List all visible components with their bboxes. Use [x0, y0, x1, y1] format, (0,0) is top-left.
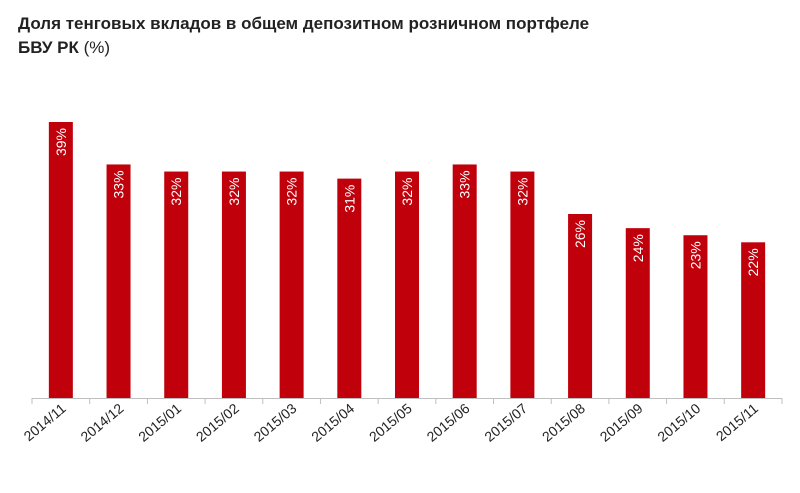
bar [337, 178, 362, 398]
bar [683, 235, 708, 398]
x-tick-label: 2015/01 [135, 400, 184, 445]
bar [221, 171, 246, 398]
x-tick-label: 2015/10 [654, 400, 703, 445]
x-tick-label: 2015/09 [597, 400, 646, 445]
bar-value-label: 33% [111, 170, 127, 198]
bar [568, 214, 593, 398]
bar [625, 228, 650, 398]
x-tick-label: 2014/11 [21, 400, 69, 444]
bar-value-label: 22% [745, 248, 761, 276]
x-tick-label: 2014/12 [77, 400, 126, 445]
bar [164, 171, 189, 398]
x-tick-label: 2015/07 [481, 400, 530, 445]
chart-title-line2: БВУ РК (%) [18, 36, 778, 60]
chart-title-line1: Доля тенговых вкладов в общем депозитном… [18, 14, 590, 33]
bar [106, 164, 131, 398]
bar-value-label: 31% [341, 185, 357, 213]
chart-title: Доля тенговых вкладов в общем депозитном… [18, 12, 778, 60]
bar-value-label: 23% [687, 241, 703, 269]
bar [510, 171, 535, 398]
bar-value-label: 33% [457, 170, 473, 198]
bar-value-label: 32% [399, 178, 415, 206]
chart-title-unit: (%) [83, 38, 111, 57]
bar [395, 171, 419, 398]
x-tick-label: 2015/03 [250, 400, 299, 445]
bar-value-label: 26% [572, 220, 588, 248]
x-tick-label: 2015/06 [424, 400, 473, 445]
x-tick-label: 2015/02 [193, 400, 242, 445]
bar [452, 164, 477, 398]
bar-value-label: 32% [168, 178, 184, 206]
bar-value-label: 24% [630, 234, 646, 262]
x-tick-label: 2015/08 [539, 400, 588, 445]
bar [741, 242, 766, 398]
bar-value-label: 32% [226, 178, 242, 206]
bar [48, 122, 73, 398]
x-tick-label: 2015/04 [308, 400, 357, 445]
x-tick-label: 2015/11 [713, 400, 761, 444]
x-tick-label: 2015/05 [366, 400, 415, 445]
bar-value-label: 39% [53, 128, 69, 156]
bar-value-label: 32% [514, 178, 530, 206]
bar [279, 171, 304, 398]
chart-title-main: БВУ РК [18, 38, 79, 57]
bar-value-label: 32% [284, 178, 300, 206]
